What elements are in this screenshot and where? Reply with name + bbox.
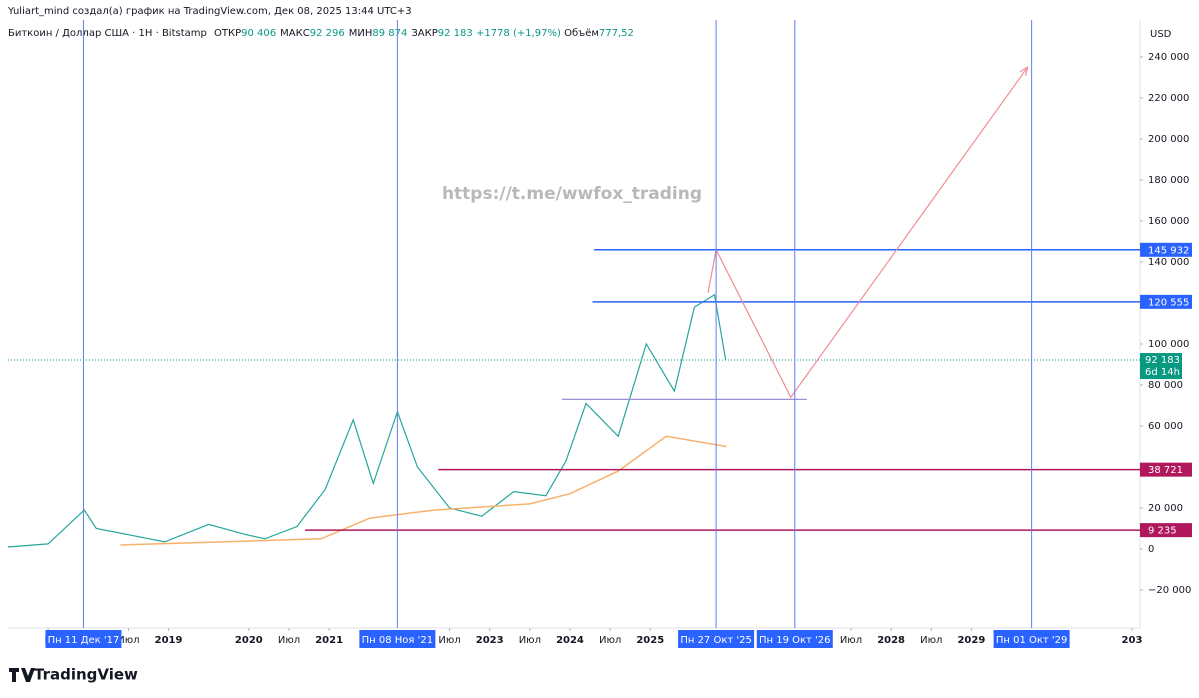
countdown: 6d 14h: [1145, 367, 1180, 378]
volume-val: 777,52: [598, 28, 634, 39]
logo: TradingView: [34, 666, 138, 684]
x-tick-label: 2019: [155, 635, 183, 646]
ohlc-key: ОТКР: [214, 28, 242, 39]
date-label: Пн 19 Окт '26: [759, 635, 831, 646]
x-tick-label: 2029: [957, 635, 985, 646]
x-tick-label: Июл: [278, 635, 300, 646]
x-tick-label: 203: [1122, 635, 1143, 646]
price-tag: [1140, 353, 1182, 380]
y-tick-label: 240 000: [1148, 52, 1189, 63]
x-tick-label: Июл: [438, 635, 460, 646]
symbol: Биткоин / Доллар США · 1H · Bitstamp: [8, 28, 207, 39]
logo-icon: [9, 668, 35, 682]
y-tick-label: −20 000: [1148, 585, 1191, 596]
x-tick-label: 2020: [235, 635, 263, 646]
y-tick-label: 220 000: [1148, 93, 1189, 104]
y-tick-label: 100 000: [1148, 339, 1189, 350]
x-tick-label: Июл: [117, 635, 139, 646]
x-tick-label: Июл: [840, 635, 862, 646]
date-label: Пн 01 Окт '29: [996, 635, 1068, 646]
date-label: Пн 11 Дек '17: [48, 635, 120, 646]
date-tag: [678, 630, 755, 648]
ohlc-val: 90 406: [241, 28, 277, 39]
y-tick-label: 0: [1148, 544, 1154, 555]
x-tick-label: 2025: [636, 635, 664, 646]
level-label: 145 932: [1148, 245, 1189, 256]
arrow-head: [1019, 65, 1029, 77]
level-tag: [1140, 523, 1192, 538]
change: +1778 (+1,97%): [475, 28, 561, 39]
date-tag: [756, 630, 833, 648]
ohlc-key: МИН: [348, 28, 373, 39]
ohlc: ОТКР90 406 МАКС92 296 МИН89 874 ЗАКР92 183: [210, 28, 473, 39]
price-line: [7, 293, 727, 548]
y-tick-label: 200 000: [1148, 134, 1189, 145]
x-tick-label: 2023: [476, 635, 504, 646]
ohlc-key: МАКС: [280, 28, 310, 39]
date-tag: [993, 630, 1070, 648]
level-label: 9 235: [1148, 526, 1177, 537]
projection: [707, 66, 1029, 399]
y-tick-label: 180 000: [1148, 175, 1189, 186]
y-tick-label: 160 000: [1148, 216, 1189, 227]
ohlc-val: 89 874: [372, 28, 408, 39]
level-tag: [1140, 462, 1192, 477]
y-tick-label: 60 000: [1148, 421, 1183, 432]
x-tick-label: Июл: [519, 635, 541, 646]
ohlc-val: 92 183: [437, 28, 473, 39]
level-tag: [1140, 242, 1192, 257]
y-tick-label: 140 000: [1148, 257, 1189, 268]
date-tag: [45, 630, 122, 648]
currency: USD: [1150, 29, 1172, 40]
legend: Биткоин / Доллар США · 1H · Bitstamp ОТК…: [8, 28, 634, 39]
x-tick-label: 2024: [556, 635, 584, 646]
ohlc-val: 92 296: [309, 28, 345, 39]
moving-average: [120, 435, 727, 546]
volume-key: Объём: [564, 28, 599, 39]
y-tick-label: 20 000: [1148, 503, 1183, 514]
date-label: Пн 08 Ноя '21: [362, 635, 433, 646]
price-label: 92 183: [1145, 355, 1180, 366]
author-line: Yuliart_mind создал(а) график на Trading…: [8, 6, 412, 17]
x-tick-label: 2028: [877, 635, 905, 646]
ohlc-key: ЗАКР: [411, 28, 438, 39]
x-tick-label: Июл: [599, 635, 621, 646]
date-tag: [359, 630, 436, 648]
x-tick-label: 2021: [315, 635, 343, 646]
x-tick-label: Июл: [920, 635, 942, 646]
watermark: https://t.me/wwfox_trading: [442, 184, 702, 204]
y-tick-label: 80 000: [1148, 380, 1183, 391]
date-label: Пн 27 Окт '25: [680, 635, 752, 646]
level-label: 38 721: [1148, 465, 1183, 476]
level-tag: [1140, 294, 1192, 309]
level-label: 120 555: [1148, 297, 1189, 308]
